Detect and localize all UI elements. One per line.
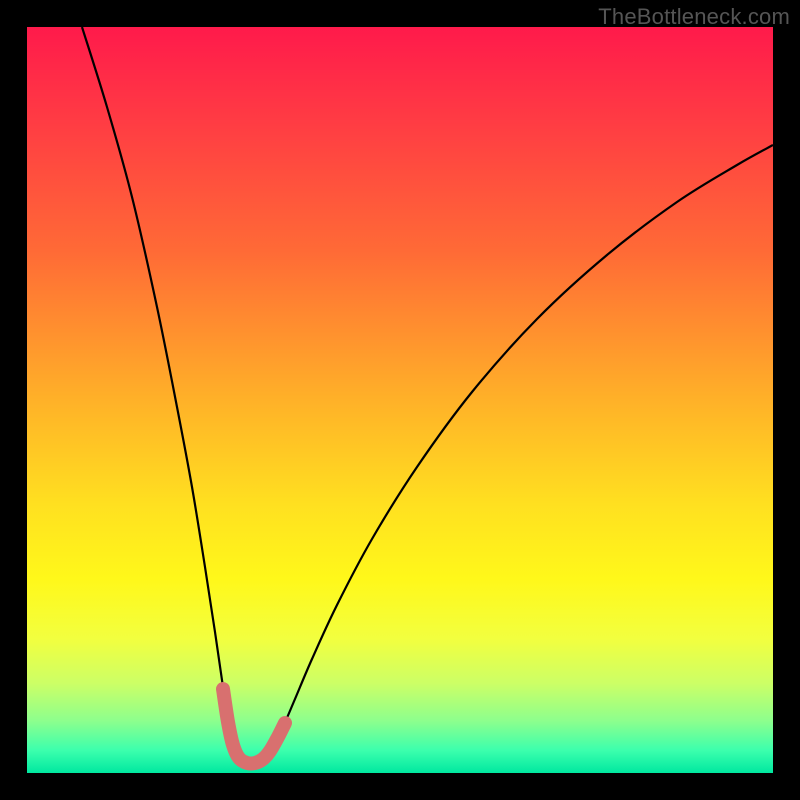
outer-frame: TheBottleneck.com (0, 0, 800, 800)
watermark-text: TheBottleneck.com (598, 4, 790, 30)
curve-layer (27, 27, 773, 773)
curve-right-branch (264, 145, 773, 759)
curve-left-branch (82, 27, 241, 759)
trough-marker (223, 689, 285, 764)
plot-area (27, 27, 773, 773)
